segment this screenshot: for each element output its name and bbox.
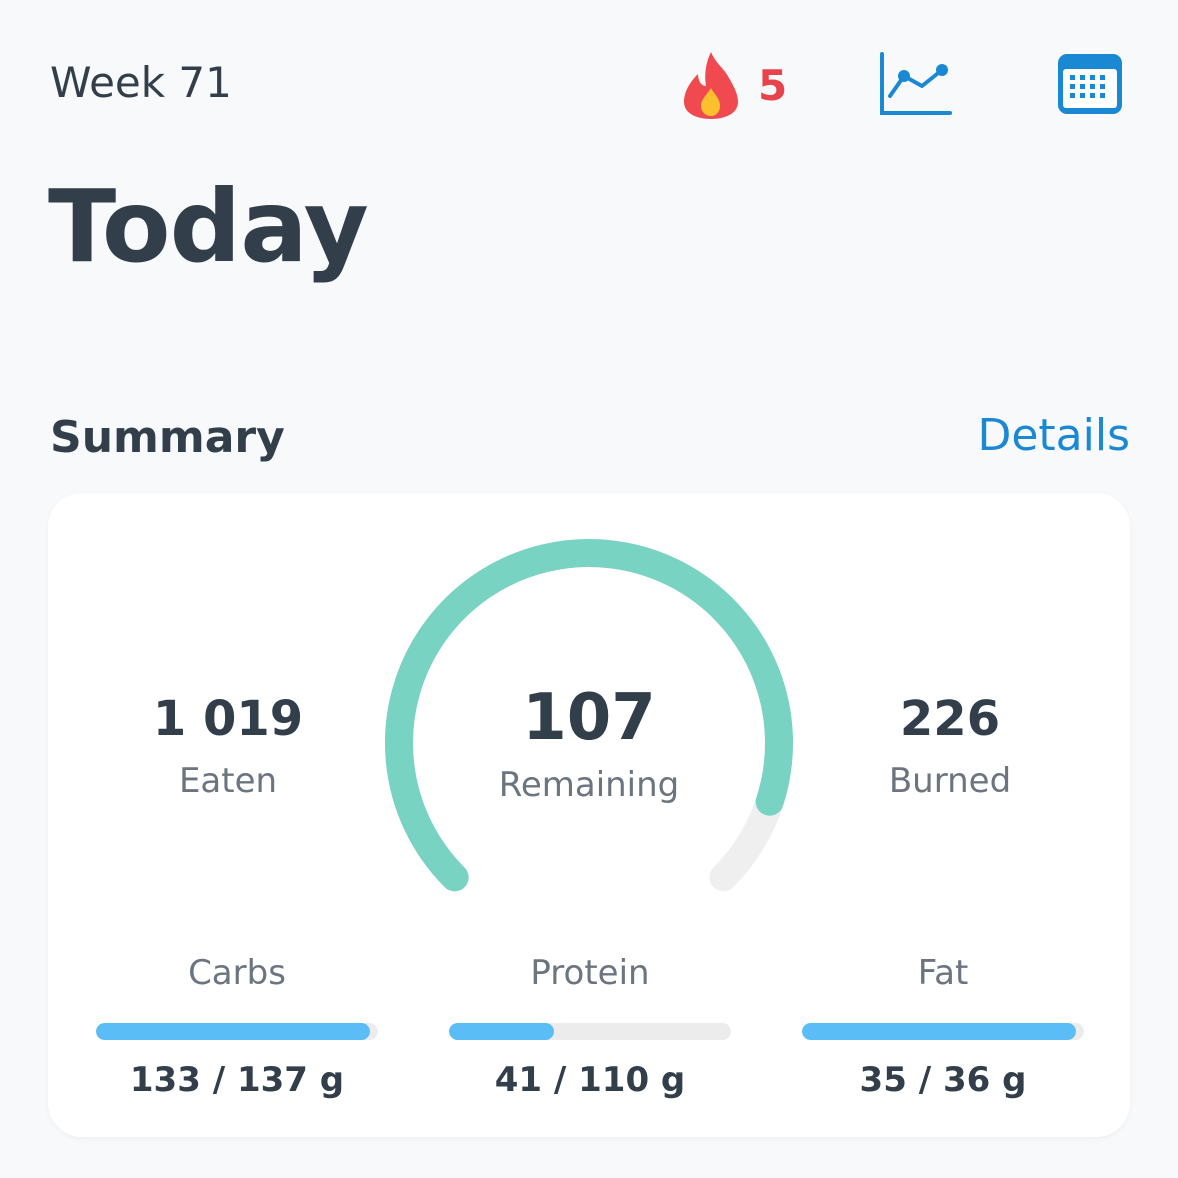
- eaten-label: Eaten: [178, 761, 278, 801]
- streak-count: 5: [758, 60, 788, 110]
- macro-progress-fill: [802, 1023, 1077, 1040]
- macro-value: 35 / 36 g: [859, 1060, 1027, 1100]
- macro-value: 133 / 137 g: [129, 1060, 345, 1100]
- chart-icon: [880, 52, 952, 115]
- burned-stat: 226 Burned: [800, 691, 1100, 801]
- macro-progress-fill: [449, 1023, 555, 1040]
- fire-icon: [684, 52, 738, 119]
- details-link[interactable]: Details: [977, 410, 1130, 461]
- gauge-progress: [385, 539, 793, 892]
- macro-progress-bar: [449, 1023, 731, 1040]
- macro-label: Carbs: [188, 953, 286, 993]
- eaten-stat: 1 019 Eaten: [78, 691, 378, 801]
- calendar-icon: [1058, 54, 1122, 114]
- week-label: Week 71: [50, 58, 232, 107]
- macro-progress-bar: [802, 1023, 1084, 1040]
- remaining-stat: 107 Remaining: [439, 681, 739, 805]
- eaten-value: 1 019: [152, 691, 304, 747]
- calorie-gauge: [385, 539, 793, 892]
- macro-progress-fill: [96, 1023, 370, 1040]
- macro-progress-bar: [96, 1023, 378, 1040]
- macro-fat: Fat 35 / 36 g: [802, 953, 1084, 1100]
- macro-protein: Protein 41 / 110 g: [449, 953, 731, 1100]
- macro-label: Protein: [530, 953, 650, 993]
- burned-value: 226: [899, 691, 1001, 747]
- summary-title: Summary: [50, 412, 285, 463]
- macro-value: 41 / 110 g: [494, 1060, 686, 1100]
- stats-button[interactable]: [878, 50, 952, 122]
- macro-carbs: Carbs 133 / 137 g: [96, 953, 378, 1100]
- calendar-button[interactable]: [1056, 50, 1124, 120]
- macro-label: Fat: [917, 953, 969, 993]
- remaining-value: 107: [522, 681, 656, 755]
- burned-label: Burned: [888, 761, 1012, 801]
- streak-indicator[interactable]: 5: [680, 50, 787, 120]
- remaining-label: Remaining: [498, 765, 680, 805]
- summary-card: 1 019 Eaten 107 Remaining 226 Burned Car…: [48, 493, 1130, 1137]
- page-title: Today: [48, 168, 369, 285]
